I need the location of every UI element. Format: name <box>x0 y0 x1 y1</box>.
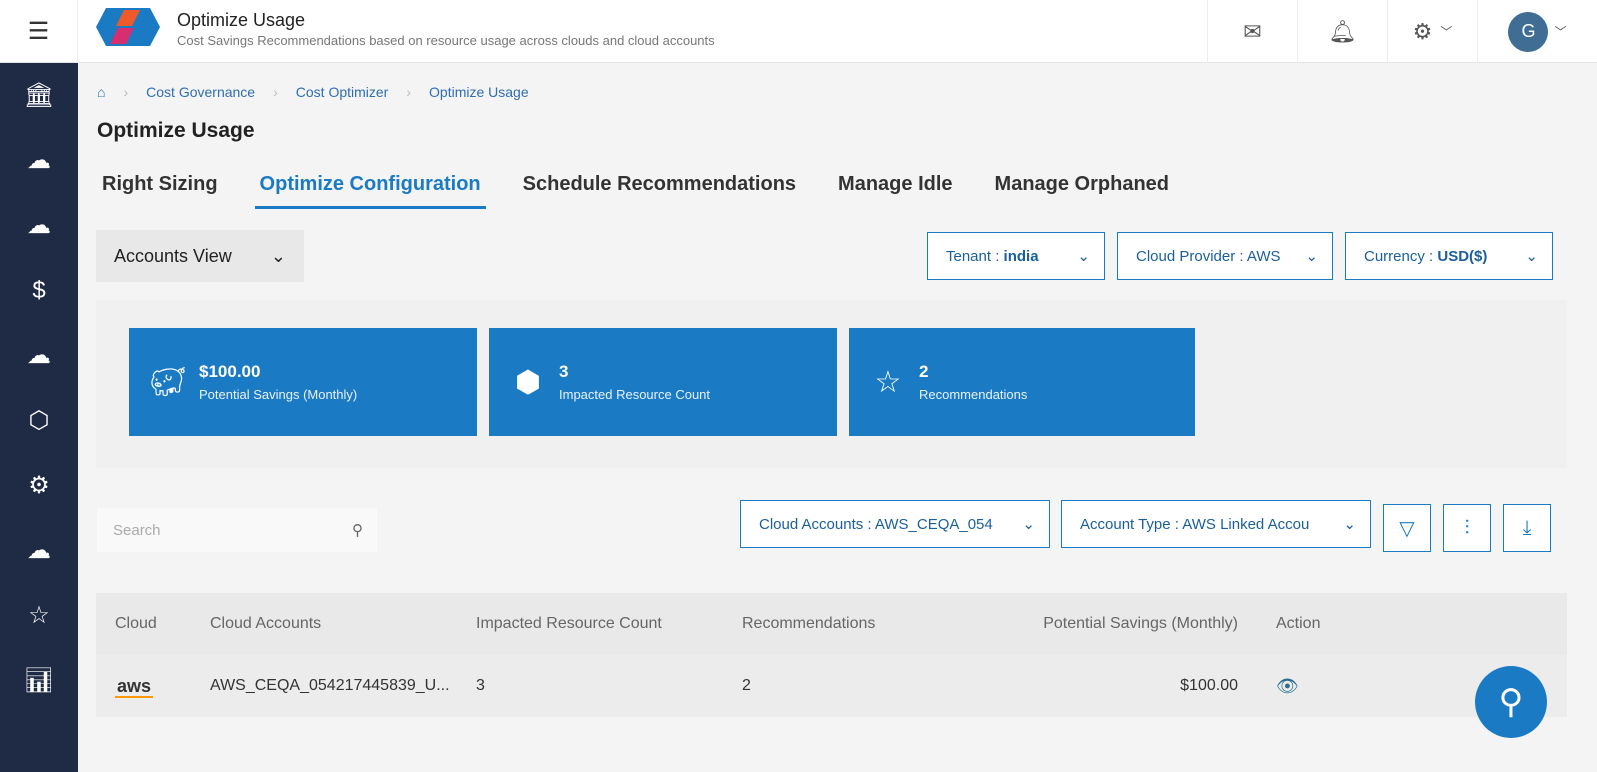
chevron-down-icon: ﹀ <box>1440 25 1453 39</box>
user-menu[interactable]: G ﹀ <box>1477 0 1597 63</box>
cell-account: AWS_CEQA_054217445839_U... <box>210 677 450 694</box>
card-label: Impacted Resource Count <box>559 387 711 402</box>
cloud-accounts-value: Cloud Accounts : AWS_CEQA_054 <box>759 515 993 533</box>
card-value: $100.00 <box>199 362 261 381</box>
col-recommendations[interactable]: Recommendations <box>742 615 876 632</box>
search-icon: ⚲ <box>352 522 363 539</box>
currency-select[interactable]: Currency : USD($) ⌄ <box>1345 232 1553 280</box>
sliders-icon: ⫶ <box>1464 516 1470 539</box>
magnifier-icon: ⚲ <box>1498 683 1524 721</box>
sidebar-cloud-user-icon[interactable]: ☁︎ <box>27 537 51 564</box>
mail-icon[interactable]: ✉ <box>1207 0 1297 63</box>
filter-button[interactable]: ▽ <box>1383 504 1431 552</box>
view-select-value: Accounts View <box>114 245 232 266</box>
filter-icon: ▽ <box>1399 517 1415 540</box>
sidebar-cube-icon[interactable]: ⬡ <box>28 407 50 434</box>
chevron-down-icon: ⌄ <box>1305 248 1318 265</box>
breadcrumb-cost-optimizer[interactable]: Cost Optimizer <box>295 84 389 100</box>
card-value: 3 <box>559 362 569 381</box>
breadcrumb-optimize-usage[interactable]: Optimize Usage <box>429 84 529 100</box>
search-placeholder: Search <box>113 521 161 539</box>
recommendations-card: ☆ 2 Recommendations <box>849 328 1195 436</box>
currency-value: USD($) <box>1437 247 1488 265</box>
home-icon[interactable]: ⌂ <box>97 84 106 100</box>
search-input[interactable]: Search ⚲ <box>97 508 377 552</box>
sidebar-cloud-icon[interactable]: ☁︎ <box>27 212 51 239</box>
app-title: Optimize Usage <box>177 10 306 30</box>
cell-savings: $100.00 <box>1180 677 1238 694</box>
page-title: Optimize Usage <box>97 119 255 142</box>
tab-optimize-configuration[interactable]: Optimize Configuration <box>254 170 486 209</box>
sidebar-cloud-upload-icon[interactable]: ☁︎ <box>27 342 51 369</box>
card-value: 2 <box>919 362 929 381</box>
app-logo <box>96 8 160 46</box>
search-assistant-button[interactable]: ⚲ <box>1475 666 1547 738</box>
tenant-label: Tenant : <box>946 247 1004 265</box>
tenant-select[interactable]: Tenant : india ⌄ <box>927 232 1105 280</box>
settings-menu[interactable]: ⚙ ﹀ <box>1387 0 1477 63</box>
accounts-table: Cloud Cloud Accounts Impacted Resource C… <box>96 593 1567 717</box>
top-bar: ☰ Optimize Usage Cost Savings Recommenda… <box>0 0 1597 63</box>
sidebar-chart-icon[interactable]: 📊︎ <box>23 667 55 694</box>
aws-logo: aws <box>115 675 154 698</box>
chevron-down-icon: ⌄ <box>270 245 286 266</box>
view-icon[interactable]: 👁︎ <box>1276 675 1299 696</box>
cloud-provider-select[interactable]: Cloud Provider : AWS ⌄ <box>1117 232 1333 280</box>
tenant-value: india <box>1003 247 1039 265</box>
chevron-down-icon: ⌄ <box>1077 248 1090 265</box>
view-select[interactable]: Accounts View ⌄ <box>96 230 304 282</box>
cell-impacted: 3 <box>476 677 485 694</box>
bell-icon[interactable]: 🔔︎ <box>1297 0 1387 63</box>
col-action: Action <box>1276 615 1321 632</box>
tab-right-sizing[interactable]: Right Sizing <box>102 173 218 195</box>
table-row: aws AWS_CEQA_054217445839_U... 3 2 $100.… <box>96 655 1567 717</box>
table-header: Cloud Cloud Accounts Impacted Resource C… <box>96 593 1567 655</box>
currency-label: Currency : <box>1364 247 1438 265</box>
chevron-down-icon: ⌄ <box>1343 516 1356 533</box>
col-savings[interactable]: Potential Savings (Monthly) <box>1043 615 1238 632</box>
column-settings-button[interactable]: ⫶ <box>1443 504 1491 552</box>
col-cloud-accounts[interactable]: Cloud Accounts <box>210 615 322 632</box>
card-label: Recommendations <box>919 387 1028 402</box>
col-impacted[interactable]: Impacted Resource Count <box>476 615 662 632</box>
sidebar-bank-icon[interactable]: 🏛︎ <box>23 82 55 109</box>
card-label: Potential Savings (Monthly) <box>199 387 358 402</box>
chevron-down-icon: ﹀ <box>1554 25 1567 39</box>
chevron-down-icon: ⌄ <box>1525 248 1538 265</box>
sidebar-dollar-icon[interactable]: $ <box>32 276 46 304</box>
potential-savings-card: 🐖︎ $100.00 Potential Savings (Monthly) <box>129 328 477 436</box>
tabs: Right Sizing Optimize Configuration Sche… <box>97 170 1206 209</box>
impacted-resource-card: ⬢ 3 Impacted Resource Count <box>489 328 837 436</box>
menu-icon[interactable]: ☰ <box>0 0 78 63</box>
breadcrumb: ⌂ › Cost Governance › Cost Optimizer › Opti… <box>97 84 529 100</box>
download-button[interactable]: ⤓ <box>1503 504 1551 552</box>
col-cloud: Cloud <box>115 615 157 632</box>
tab-manage-orphaned[interactable]: Manage Orphaned <box>994 173 1170 195</box>
gear-icon: ⚙ <box>1412 18 1433 44</box>
account-type-value: Account Type : AWS Linked Accou <box>1080 515 1310 533</box>
breadcrumb-cost-governance[interactable]: Cost Governance <box>146 84 256 100</box>
sidebar: 🏛︎ ☁︎ ☁︎ $ ☁︎ ⬡ ⚙ ☁︎ ☆ 📊︎ <box>0 63 78 772</box>
cube-icon: ⬢ <box>514 365 542 399</box>
tab-manage-idle[interactable]: Manage Idle <box>838 173 953 195</box>
avatar: G <box>1508 11 1549 52</box>
account-type-select[interactable]: Account Type : AWS Linked Accou ⌄ <box>1061 500 1371 548</box>
piggy-bank-icon: 🐖︎ <box>149 365 188 399</box>
cell-recommendations: 2 <box>742 677 751 694</box>
chevron-down-icon: ⌄ <box>1022 516 1035 533</box>
sidebar-star-icon[interactable]: ☆ <box>28 602 50 629</box>
star-icon: ☆ <box>874 365 902 399</box>
app-subtitle: Cost Savings Recommendations based on re… <box>177 33 715 48</box>
sidebar-gear-cycle-icon[interactable]: ⚙ <box>28 472 50 499</box>
cloud-provider-value: Cloud Provider : AWS <box>1136 247 1281 265</box>
cloud-accounts-select[interactable]: Cloud Accounts : AWS_CEQA_054 ⌄ <box>740 500 1050 548</box>
sidebar-cloud-network-icon[interactable]: ☁︎ <box>27 147 51 174</box>
download-icon: ⤓ <box>1522 516 1532 539</box>
tab-schedule-recommendations[interactable]: Schedule Recommendations <box>522 173 797 195</box>
